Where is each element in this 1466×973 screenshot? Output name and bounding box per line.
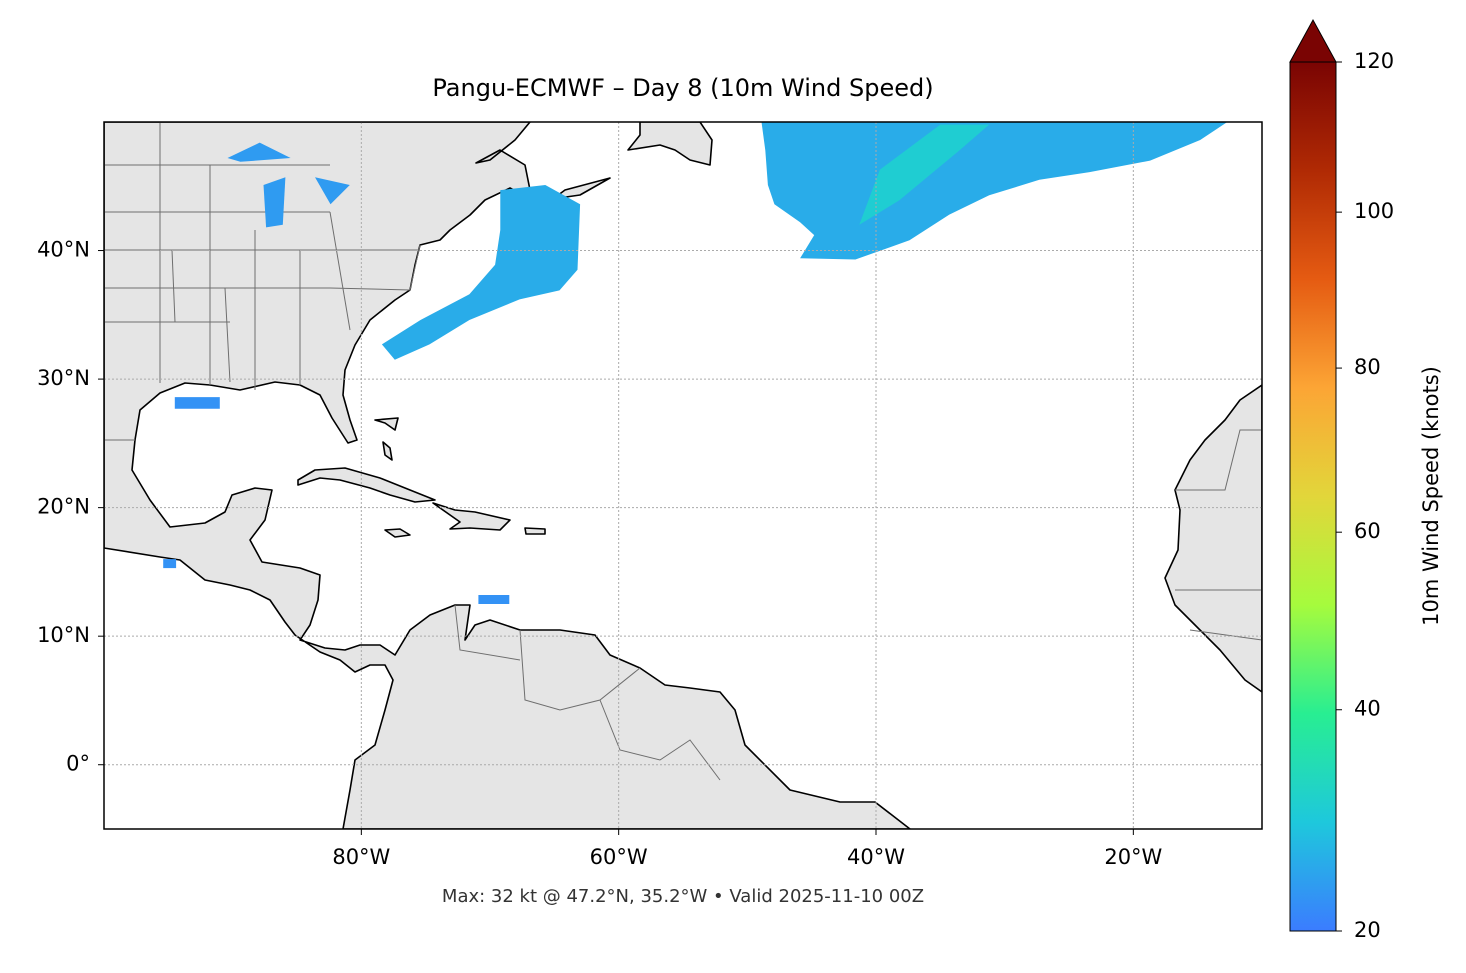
- map-frame: [103, 121, 1263, 830]
- map-title: Pangu-ECMWF – Day 8 (10m Wind Speed): [432, 74, 933, 102]
- y-tick-label: 0°: [66, 752, 90, 776]
- wind-area: [227, 142, 291, 162]
- x-tick-label: 40°W: [847, 845, 905, 869]
- y-tick-label: 40°N: [37, 238, 90, 262]
- wind-area: [163, 559, 177, 569]
- colorbar-tick-label: 120: [1354, 49, 1394, 73]
- colorbar-label: 10m Wind Speed (knots): [1419, 366, 1443, 626]
- wind-area: [381, 185, 581, 360]
- colorbar: [1289, 61, 1337, 932]
- wind-area: [263, 177, 286, 228]
- grid-layer: [104, 122, 1262, 829]
- puerto-rico: [524, 527, 546, 535]
- jamaica: [384, 528, 411, 538]
- bahamas: [374, 417, 399, 461]
- newfoundland: [627, 122, 713, 166]
- colorbar-tick-label: 40: [1354, 697, 1381, 721]
- x-tick-label: 20°W: [1104, 845, 1162, 869]
- hispaniola: [432, 502, 511, 531]
- x-tick-label: 80°W: [332, 845, 390, 869]
- wind-area: [478, 595, 510, 604]
- cuba: [297, 467, 436, 503]
- wind-area: [315, 177, 350, 205]
- colorbar-tick-label: 20: [1354, 918, 1381, 942]
- colorbar-tick-label: 100: [1354, 199, 1394, 223]
- y-tick-label: 30°N: [37, 366, 90, 390]
- colorbar-extend: [1289, 18, 1337, 63]
- americas: [104, 122, 911, 829]
- wind-area: [174, 397, 220, 409]
- y-tick-label: 20°N: [37, 495, 90, 519]
- map-area: [104, 122, 1262, 829]
- wind-area: [761, 122, 1228, 260]
- colorbar-tick-label: 80: [1354, 355, 1381, 379]
- africa: [1164, 384, 1262, 693]
- colorbar-tick-label: 60: [1354, 519, 1381, 543]
- footer-note: Max: 32 kt @ 47.2°N, 35.2°W • Valid 2025…: [442, 886, 924, 907]
- x-tick-label: 60°W: [590, 845, 648, 869]
- wind-area: [859, 124, 990, 225]
- y-tick-label: 10°N: [37, 623, 90, 647]
- state-borders: [104, 122, 1262, 781]
- wind-layer: [163, 122, 1228, 604]
